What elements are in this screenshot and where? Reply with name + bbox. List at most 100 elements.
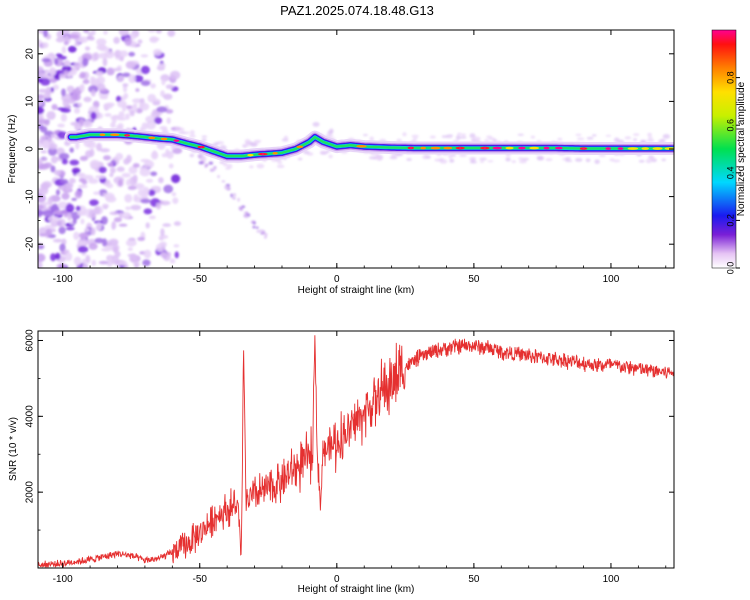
noise-blob	[38, 78, 43, 83]
noise-blob	[118, 30, 130, 37]
ridge-halo-blob	[189, 134, 196, 138]
noise-blob	[109, 211, 120, 216]
spectrogram-x-label: Height of straight line (km)	[298, 285, 415, 296]
noise-blob	[118, 260, 128, 266]
noise-blob	[121, 211, 131, 219]
ridge-halo-blob	[658, 139, 666, 143]
noise-blob	[158, 177, 164, 184]
noise-blob	[123, 158, 130, 165]
noise-blob	[98, 260, 109, 265]
noise-blob	[125, 239, 137, 247]
ridge-halo-blob	[624, 136, 632, 140]
ridge-halo-blob	[448, 154, 453, 159]
noise-blob	[116, 166, 125, 172]
noise-blob	[145, 178, 154, 183]
noise-blob	[121, 172, 131, 178]
ridge-halo-blob	[461, 133, 467, 137]
noise-blob	[140, 158, 151, 163]
noise-blob	[38, 100, 44, 106]
ridge-halo-blob	[633, 138, 638, 141]
x-tick-label: -50	[193, 274, 208, 285]
x-tick-label: -100	[53, 574, 73, 585]
noise-blob	[39, 201, 51, 206]
x-tick-label: -100	[53, 274, 73, 285]
noise-blob	[162, 223, 172, 227]
noise-blob	[145, 222, 150, 229]
ridge-peak	[272, 151, 278, 155]
colorbar-label: Normalized spectral amplitude	[736, 81, 747, 216]
spectrogram-y-axis: -20 -10 0 10 20	[25, 29, 674, 269]
noise-blob	[59, 178, 69, 184]
ridge-peak-core	[582, 147, 585, 150]
noise-blob	[55, 37, 65, 43]
noise-blob	[60, 113, 68, 122]
ridge-halo-blob	[368, 156, 376, 160]
ridge-halo-blob	[530, 135, 536, 139]
noise-blob	[161, 78, 166, 86]
colorbar-tick-label: 0.0	[725, 262, 735, 275]
noise-blob	[88, 209, 97, 219]
noise-blob	[54, 57, 59, 65]
ridge-peak-core	[607, 147, 610, 150]
ridge-halo-blob	[369, 136, 374, 142]
noise-blob	[43, 209, 54, 218]
colorbar-tick-label: 0.4	[725, 167, 735, 180]
noise-blob	[77, 102, 83, 107]
ridge-halo-blob	[505, 157, 511, 162]
noise-blob	[65, 227, 75, 231]
branch-blob	[245, 215, 249, 219]
branch-blob	[256, 226, 259, 229]
figure-title: PAZ1.2025.074.18.48.G13	[280, 3, 434, 18]
noise-blob	[74, 42, 81, 47]
noise-blob	[143, 208, 153, 215]
noise-blob	[93, 191, 101, 195]
ridge-halo-blob	[638, 159, 645, 163]
ridge-halo-blob	[241, 143, 250, 147]
ridge-peak-core	[458, 147, 462, 149]
noise-blob	[73, 62, 81, 70]
noise-blob	[53, 74, 60, 80]
ridge-halo-blob	[455, 135, 461, 141]
ridge-halo-blob	[576, 137, 585, 141]
noise-blob	[60, 30, 71, 34]
noise-blob	[47, 143, 58, 150]
noise-blob	[129, 254, 140, 263]
noise-blob	[66, 85, 75, 93]
noise-blob	[58, 152, 70, 160]
ridge-halo-blob	[459, 153, 467, 158]
ridge-peak-core	[175, 139, 178, 142]
ridge-peak-core	[261, 153, 264, 155]
noise-blob	[67, 45, 77, 53]
noise-blob	[49, 67, 57, 76]
noise-blob	[129, 110, 135, 117]
ridge-halo-blob	[661, 158, 667, 162]
noise-blob	[124, 113, 130, 120]
ridge-halo-blob	[647, 136, 653, 140]
y-tick-label: -10	[25, 189, 36, 204]
ridge-halo-blob	[594, 159, 600, 165]
spectrogram-heatmap	[38, 30, 674, 268]
noise-blob	[38, 253, 46, 262]
noise-blob	[161, 153, 168, 158]
noise-blob	[71, 92, 81, 101]
noise-blob	[171, 174, 181, 184]
noise-blob	[74, 107, 80, 114]
ridge-halo-blob	[327, 130, 333, 135]
noise-blob	[172, 197, 179, 204]
ridge-halo-blob	[545, 158, 553, 162]
noise-blob	[42, 42, 49, 49]
ridge-peak-core	[125, 134, 129, 137]
ridge-halo-blob	[612, 159, 621, 163]
ridge-halo-blob	[565, 159, 573, 163]
ridge-peak-core	[520, 147, 524, 149]
noise-blob	[69, 159, 80, 166]
noise-blob	[114, 250, 121, 258]
noise-blob	[103, 102, 113, 109]
noise-blob	[63, 183, 73, 191]
noise-blob	[72, 218, 77, 225]
noise-blob	[84, 227, 90, 232]
y-tick-label: -20	[25, 237, 36, 252]
noise-blob	[140, 80, 151, 86]
noise-blob	[38, 118, 49, 125]
noise-blob	[96, 76, 106, 84]
